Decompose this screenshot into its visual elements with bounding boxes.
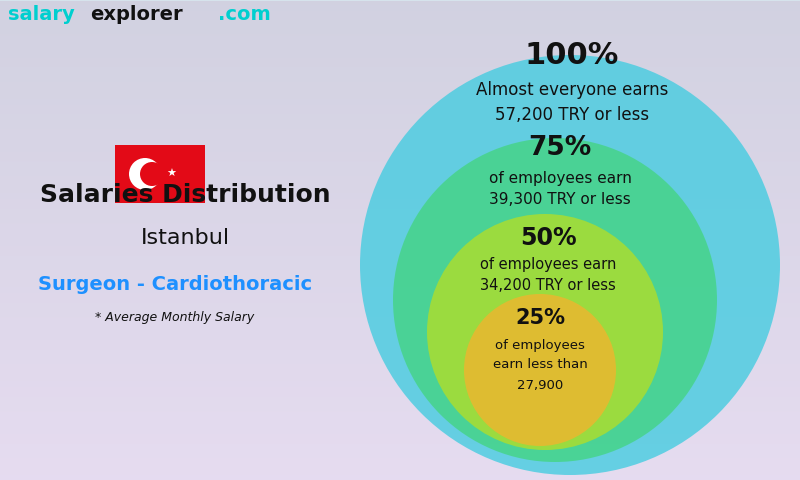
Text: * Average Monthly Salary: * Average Monthly Salary (95, 312, 254, 324)
Text: 100%: 100% (525, 40, 619, 70)
Circle shape (360, 55, 780, 475)
Text: of employees earn: of employees earn (480, 257, 616, 273)
Text: Salaries Distribution: Salaries Distribution (40, 183, 330, 207)
Text: 27,900: 27,900 (517, 379, 563, 392)
Circle shape (464, 294, 616, 446)
Text: Almost everyone earns: Almost everyone earns (476, 81, 668, 99)
Circle shape (129, 158, 161, 190)
Text: of employees: of employees (495, 338, 585, 351)
FancyBboxPatch shape (115, 145, 205, 203)
Circle shape (140, 162, 164, 186)
Text: 57,200 TRY or less: 57,200 TRY or less (495, 106, 649, 124)
Circle shape (393, 138, 717, 462)
Text: 75%: 75% (528, 135, 592, 161)
Text: .com: .com (218, 4, 270, 24)
Text: ★: ★ (166, 169, 176, 179)
Text: earn less than: earn less than (493, 359, 587, 372)
Text: 50%: 50% (520, 226, 576, 250)
Text: salary: salary (8, 4, 74, 24)
Text: of employees earn: of employees earn (489, 170, 631, 185)
Circle shape (427, 214, 663, 450)
Text: 25%: 25% (515, 308, 565, 328)
Text: Istanbul: Istanbul (141, 228, 230, 248)
Text: explorer: explorer (90, 4, 182, 24)
Text: 34,200 TRY or less: 34,200 TRY or less (480, 277, 616, 292)
Text: 39,300 TRY or less: 39,300 TRY or less (489, 192, 631, 207)
Text: Surgeon - Cardiothoracic: Surgeon - Cardiothoracic (38, 276, 312, 295)
